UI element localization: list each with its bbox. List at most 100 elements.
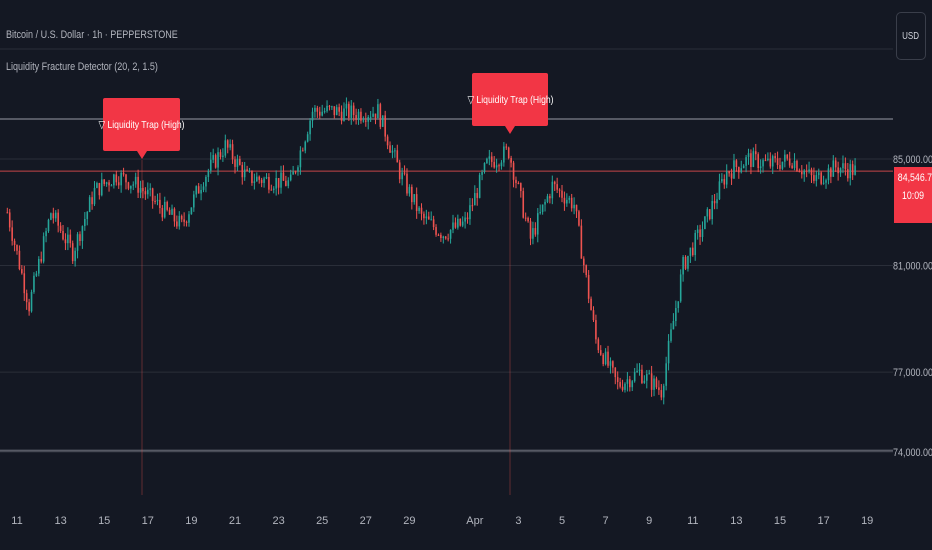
candle-body	[239, 158, 241, 165]
candle-body	[154, 200, 156, 202]
candle-body	[711, 201, 713, 220]
candle-body	[76, 234, 79, 251]
candle-body	[813, 175, 815, 181]
candle-body	[144, 191, 147, 195]
candle-body	[832, 160, 835, 177]
candle-body	[432, 219, 435, 228]
candle-body	[224, 140, 227, 156]
candle-body	[583, 258, 585, 266]
candle-body	[270, 189, 273, 191]
candle-body	[297, 167, 299, 172]
candle-body	[161, 207, 164, 218]
candle-body	[701, 229, 704, 238]
candle-body	[464, 217, 466, 222]
candle-body	[842, 163, 844, 169]
candle-body	[851, 164, 854, 175]
candle-body	[587, 274, 590, 299]
candle-body	[190, 207, 193, 215]
candle-body	[626, 379, 629, 384]
candle-body	[568, 197, 571, 200]
candle-body	[447, 238, 449, 240]
candle-body	[74, 250, 76, 262]
candle-body	[810, 169, 813, 176]
candle-body	[411, 186, 413, 203]
x-tick-label: 27	[360, 515, 372, 527]
candle-body	[176, 221, 178, 227]
candle-body	[718, 181, 721, 200]
candle-body	[682, 256, 684, 275]
candle-body	[740, 168, 743, 173]
candle-body	[546, 196, 549, 202]
symbol-title[interactable]: Bitcoin / U.S. Dollar · 1h · PEPPERSTONE	[6, 29, 178, 41]
candle-body	[302, 150, 304, 152]
candle-body	[677, 301, 680, 309]
candle-body	[784, 154, 786, 162]
candle-body	[321, 111, 323, 116]
candle-body	[81, 226, 84, 241]
candle-body	[827, 168, 830, 181]
candle-body	[844, 163, 847, 170]
indicator-title[interactable]: Liquidity Fracture Detector (20, 2, 1.5)	[6, 61, 158, 73]
candle-body	[67, 234, 69, 244]
triangle-down-icon: ▽	[466, 93, 474, 106]
candle-body	[343, 108, 345, 121]
x-tick-label: Apr	[466, 515, 483, 527]
candle-body	[130, 185, 132, 189]
candle-body	[573, 204, 575, 209]
candle-body	[854, 165, 856, 175]
candle-body	[699, 229, 701, 238]
x-tick-label: 17	[817, 515, 829, 527]
candle-body	[389, 145, 391, 153]
currency-button[interactable]: USD	[896, 12, 926, 60]
candle-body	[534, 228, 537, 235]
candle-body	[624, 383, 626, 390]
candle-body	[771, 156, 774, 167]
candle-body	[292, 171, 294, 175]
candle-body	[510, 158, 512, 163]
candle-body	[159, 199, 161, 208]
candle-body	[524, 217, 527, 219]
candle-body	[127, 182, 130, 189]
candle-body	[612, 361, 614, 368]
candle-body	[91, 197, 93, 205]
candle-body	[481, 172, 483, 175]
candle-body	[457, 218, 459, 228]
candle-body	[69, 234, 72, 244]
candle-body	[839, 168, 842, 174]
candle-body	[757, 154, 759, 169]
candle-body	[260, 179, 263, 183]
candle-body	[553, 181, 556, 185]
candle-body	[333, 106, 336, 116]
candle-body	[490, 156, 493, 162]
candle-body	[345, 103, 348, 109]
candle-body	[236, 158, 239, 167]
candle-body	[723, 179, 726, 185]
candle-body	[50, 213, 52, 220]
candle-body	[752, 151, 755, 167]
candle-body	[655, 378, 658, 388]
candle-body	[122, 172, 125, 175]
x-tick-label: 25	[316, 515, 328, 527]
candle-body	[549, 196, 551, 199]
candle-body	[193, 194, 195, 208]
candle-body	[592, 310, 595, 321]
candle-body	[200, 189, 202, 194]
candle-body	[520, 183, 522, 192]
candle-body	[796, 160, 798, 172]
candle-body	[599, 350, 602, 355]
candle-body	[40, 258, 43, 262]
candle-body	[384, 115, 386, 137]
candle-body	[415, 194, 418, 211]
candle-body	[6, 212, 9, 214]
candle-body	[394, 150, 396, 152]
candle-body	[817, 172, 820, 176]
x-tick-label: 29	[403, 515, 415, 527]
candle-body	[377, 104, 379, 119]
candle-body	[738, 167, 740, 173]
candle-body	[716, 199, 718, 204]
x-tick-label: 7	[603, 515, 609, 527]
candle-body	[195, 186, 198, 195]
candle-body	[98, 183, 101, 196]
candle-body	[750, 153, 752, 167]
